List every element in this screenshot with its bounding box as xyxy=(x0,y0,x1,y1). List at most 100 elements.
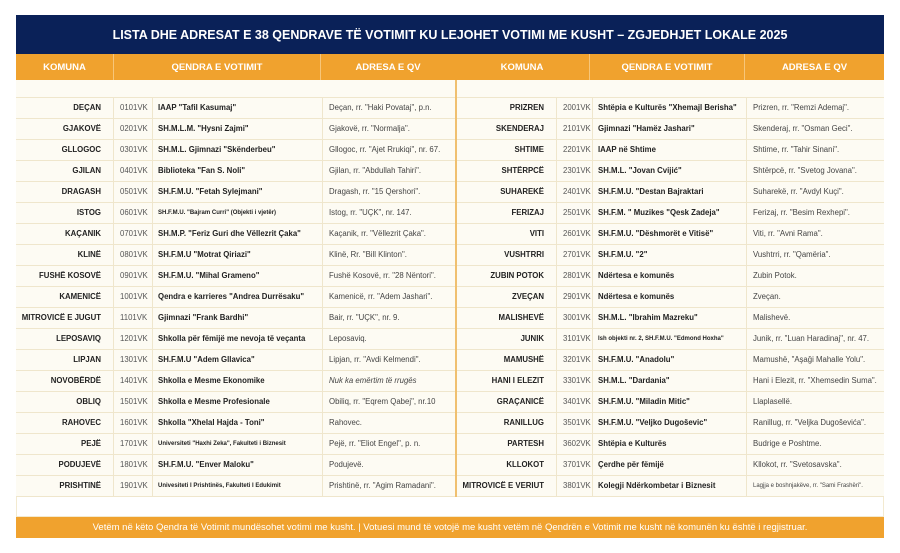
address-cell: Fushë Kosovë, rr. "28 Nëntori". xyxy=(329,271,436,280)
address-cell: Nuk ka emërtim të rrugës xyxy=(329,376,417,385)
address-cell: Pejë, rr. "Eliot Engel", p. n. xyxy=(329,439,421,448)
table-row: SHTIME 2201VK IAAP në Shtime Shtime, rr. "T… xyxy=(457,140,884,161)
code-cell: 0201VK xyxy=(120,124,148,133)
table-row: KLLOKOT 3701VK Çerdhe për fëmijë Kllokot, r… xyxy=(457,455,884,476)
center-name-cell: SH.M.L. Gjimnazi "Skënderbeu" xyxy=(152,140,323,160)
code-cell: 3301VK xyxy=(563,376,591,385)
code-cell: 0801VK xyxy=(120,250,148,259)
code-cell: 0101VK xyxy=(120,103,148,112)
address-cell: Istog, rr. "UÇK", nr. 147. xyxy=(329,208,412,217)
komuna-cell: MITROVICË E VERIUT xyxy=(457,476,557,496)
code-cell: 2601VK xyxy=(563,229,591,238)
komuna-cell: PARTESH xyxy=(457,434,557,454)
komuna-cell: FERIZAJ xyxy=(457,203,557,223)
code-cell: 0301VK xyxy=(120,145,148,154)
document-title: LISTA DHE ADRESAT E 38 QENDRAVE TË VOTIM… xyxy=(16,15,884,54)
center-name-cell: Ndërtesa e komunës xyxy=(592,287,747,307)
table-row: FUSHË KOSOVË 0901VK SH.F.M.U. "Mihal Grame… xyxy=(16,266,455,287)
address-cell: Kaçanik, rr. "Vëllezrit Çaka". xyxy=(329,229,426,238)
table-row: GLLOGOC 0301VK SH.M.L. Gjimnazi "Skënderbe… xyxy=(16,140,455,161)
address-cell: Prizren, rr. "Remzi Ademaj". xyxy=(753,103,850,112)
address-cell: Prishtinë, rr. "Agim Ramadani". xyxy=(329,481,436,490)
center-name-cell: SH.M.L. "Jovan Cvijić" xyxy=(592,161,747,181)
center-name-cell: SH.F.M.U. "Dëshmorët e Vitisë" xyxy=(592,224,747,244)
table-row: LEPOSAVIQ 1201VK Shkolla për fëmijë me nev… xyxy=(16,329,455,350)
table-row: SKENDERAJ 2101VK Gjimnazi "Hamëz Jashari" S… xyxy=(457,119,884,140)
code-cell: 2801VK xyxy=(563,271,591,280)
table-row: SUHAREKË 2401VK SH.F.M.U. "Destan Bajrakta… xyxy=(457,182,884,203)
center-name-cell: Shkolla për fëmijë me nevoja të veçanta xyxy=(152,329,323,349)
center-name-cell: Gjimnazi "Hamëz Jashari" xyxy=(592,119,747,139)
komuna-cell: FUSHË KOSOVË xyxy=(16,266,114,286)
center-name-cell: SH.F.M.U. "Bajram Curri" (Objekti i vjet… xyxy=(152,203,323,223)
address-cell: Klinë, Rr. "Bill Klinton". xyxy=(329,250,407,259)
center-name-cell: Ish objekti nr. 2, SH.F.M.U. "Edmond Hox… xyxy=(592,329,747,349)
code-cell: 1301VK xyxy=(120,355,148,364)
address-cell: Viti, rr. "Avni Rama". xyxy=(753,229,823,238)
center-name-cell: SH.F.M.U "Adem Gllavica" xyxy=(152,350,323,370)
komuna-cell: OBLIQ xyxy=(16,392,114,412)
komuna-cell: JUNIK xyxy=(457,329,557,349)
komuna-cell: SUHAREKË xyxy=(457,182,557,202)
header-qendra: QENDRA E VOTIMIT xyxy=(590,54,745,80)
address-cell: Deçan, rr. "Haki Povataj", p.n. xyxy=(329,103,432,112)
center-name-cell: SH.F.M.U. "Miladin Mitic" xyxy=(592,392,747,412)
address-cell: Ferizaj, rr. "Besim Rexhepi". xyxy=(753,208,850,217)
table-row: KAÇANIK 0701VK SH.M.P. "Feriz Guri dhe Vël… xyxy=(16,224,455,245)
address-cell: Lipjan, rr. "Avdi Kelmendi". xyxy=(329,355,421,364)
address-cell: Skenderaj, rr. "Osman Geci". xyxy=(753,124,853,133)
footer-note: Vetëm në këto Qendra të Votimit mundësoh… xyxy=(16,517,884,538)
table-row: KAMENICË 1001VK Qendra e karrieres "Andrea… xyxy=(16,287,455,308)
komuna-cell: GRAÇANICË xyxy=(457,392,557,412)
komuna-cell: MAMUSHË xyxy=(457,350,557,370)
blank-row xyxy=(16,80,455,98)
komuna-cell: ZVEÇAN xyxy=(457,287,557,307)
code-cell: 1201VK xyxy=(120,334,148,343)
code-cell: 3801VK xyxy=(563,481,591,490)
table-row: VITI 2601VK SH.F.M.U. "Dëshmorët e Vitisë"… xyxy=(457,224,884,245)
komuna-cell: SKENDERAJ xyxy=(457,119,557,139)
komuna-cell: PRISHTINË xyxy=(16,476,114,496)
center-name-cell: SH.F.M.U. "Fetah Sylejmani" xyxy=(152,182,323,202)
table-row: RAHOVEC 1601VK Shkolla "Xhelal Hajda - Ton… xyxy=(16,413,455,434)
address-cell: Junik, rr. "Luan Haradinaj", nr. 47. xyxy=(753,334,870,343)
center-name-cell: SH.M.L. "Ibrahim Mazreku" xyxy=(592,308,747,328)
table-row: ZVEÇAN 2901VK Ndërtesa e komunës Zveçan. xyxy=(457,287,884,308)
table-row: VUSHTRRI 2701VK SH.F.M.U. "2" Vushtrri, rr.… xyxy=(457,245,884,266)
code-cell: 3201VK xyxy=(563,355,591,364)
komuna-cell: KLLOKOT xyxy=(457,455,557,475)
center-name-cell: SH.M.L.M. "Hysni Zajmi" xyxy=(152,119,323,139)
code-cell: 3401VK xyxy=(563,397,591,406)
code-cell: 1601VK xyxy=(120,418,148,427)
table-row: MITROVICË E JUGUT 1101VK Gjimnazi "Frank B… xyxy=(16,308,455,329)
komuna-cell: ISTOG xyxy=(16,203,114,223)
center-name-cell: Shtëpia e Kulturës "Xhemajl Berisha" xyxy=(592,98,747,118)
komuna-cell: HANI I ELEZIT xyxy=(457,371,557,391)
center-name-cell: SH.F.M.U. "Mihal Grameno" xyxy=(152,266,323,286)
center-name-cell: SH.F.M.U. "Anadolu" xyxy=(592,350,747,370)
address-cell: Lagjja e boshnjakëve, rr. "Sami Frashëri… xyxy=(753,483,863,489)
address-cell: Malishevë. xyxy=(753,313,791,322)
table-row: MALISHEVË 3001VK SH.M.L. "Ibrahim Mazreku"… xyxy=(457,308,884,329)
komuna-cell: PEJË xyxy=(16,434,114,454)
code-cell: 0901VK xyxy=(120,271,148,280)
code-cell: 0601VK xyxy=(120,208,148,217)
komuna-cell: LIPJAN xyxy=(16,350,114,370)
table-row: ISTOG 0601VK SH.F.M.U. "Bajram Curri" (Obj… xyxy=(16,203,455,224)
address-cell: Hani i Elezit, rr. "Xhemsedin Suma". xyxy=(753,376,877,385)
komuna-cell: LEPOSAVIQ xyxy=(16,329,114,349)
address-cell: Suharekë, rr. "Avdyl Kuçi". xyxy=(753,187,844,196)
komuna-cell: SHTËRPCË xyxy=(457,161,557,181)
table-row: PARTESH 3602VK Shtëpia e Kulturës Budrige e… xyxy=(457,434,884,455)
table-row: MAMUSHË 3201VK SH.F.M.U. "Anadolu" Mamushë,… xyxy=(457,350,884,371)
komuna-cell: PRIZREN xyxy=(457,98,557,118)
table-row: PEJË 1701VK Universiteti "Haxhi Zeka", Fak… xyxy=(16,434,455,455)
code-cell: 0701VK xyxy=(120,229,148,238)
code-cell: 2201VK xyxy=(563,145,591,154)
table-row: FERIZAJ 2501VK SH.F.M. " Muzikes "Qesk Zad… xyxy=(457,203,884,224)
table-row: ZUBIN POTOK 2801VK Ndërtesa e komunës Zubin… xyxy=(457,266,884,287)
address-cell: Bair, rr. "UÇK", nr. 9. xyxy=(329,313,400,322)
address-cell: Rahovec. xyxy=(329,418,362,427)
code-cell: 2001VK xyxy=(563,103,591,112)
address-cell: Gllogoc, rr. "Ajet Rrukiqi", nr. 67. xyxy=(329,145,441,154)
